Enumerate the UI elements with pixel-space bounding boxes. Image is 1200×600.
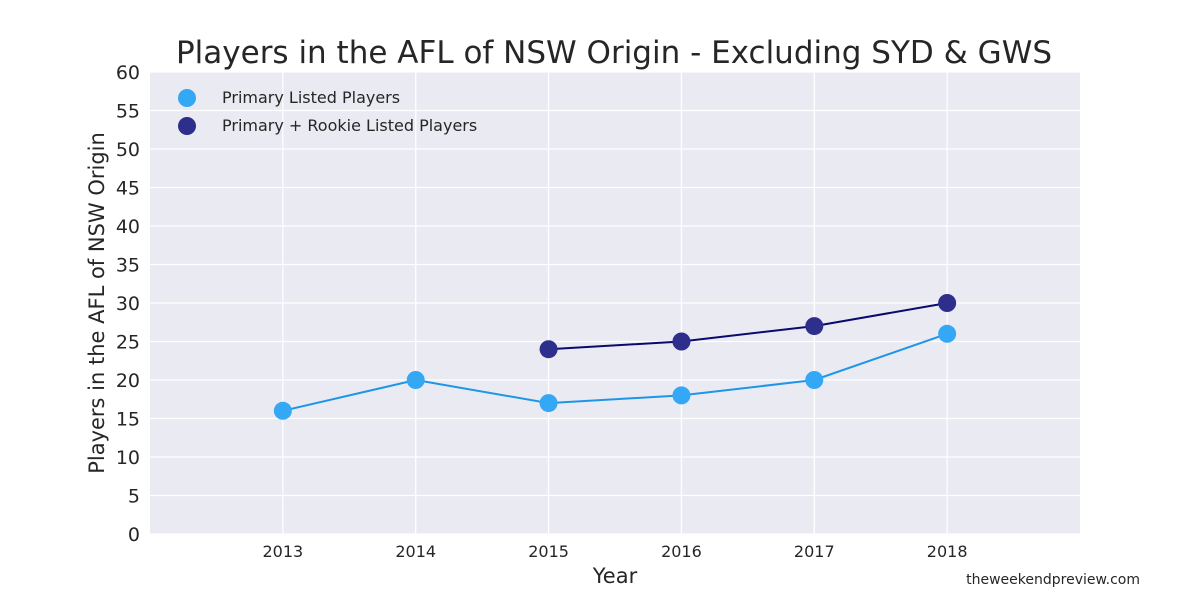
data-point xyxy=(406,371,425,389)
legend-label: Primary + Rookie Listed Players xyxy=(222,116,477,135)
legend-label: Primary Listed Players xyxy=(222,88,400,107)
x-tick-label: 2015 xyxy=(528,542,569,561)
y-tick-label: 60 xyxy=(116,62,140,84)
y-tick-label: 10 xyxy=(116,447,140,469)
y-tick-label: 30 xyxy=(116,293,140,315)
y-axis-label: Players in the AFL of NSW Origin xyxy=(85,132,109,474)
x-tick-label: 2014 xyxy=(395,542,436,561)
y-tick-label: 15 xyxy=(116,409,140,431)
y-tick-label: 20 xyxy=(116,370,140,392)
y-axis-ticks: 0 5 10 15 20 25 30 35 40 45 50 55 60 xyxy=(116,62,140,546)
y-tick-label: 50 xyxy=(116,139,140,161)
y-tick-label: 45 xyxy=(116,178,140,200)
legend-marker xyxy=(178,117,196,135)
x-tick-label: 2016 xyxy=(661,542,702,561)
data-point xyxy=(938,294,957,312)
series-2 xyxy=(539,294,957,359)
x-tick-label: 2017 xyxy=(794,542,835,561)
y-tick-label: 55 xyxy=(116,101,140,123)
y-tick-label: 5 xyxy=(128,486,140,508)
series-line xyxy=(548,302,948,351)
data-point xyxy=(539,394,558,413)
legend: Primary Listed Players Primary + Rookie L… xyxy=(178,88,477,135)
y-tick-label: 0 xyxy=(128,524,140,546)
data-point xyxy=(672,332,691,351)
data-point xyxy=(805,371,824,389)
x-axis-ticks: 2013 2014 2015 2016 2017 2018 xyxy=(262,542,967,561)
source-credit: theweekendpreview.com xyxy=(966,572,1140,588)
gridlines xyxy=(150,71,1080,535)
data-point xyxy=(273,401,292,420)
x-axis-label: Year xyxy=(592,564,638,588)
y-tick-label: 25 xyxy=(116,332,140,354)
x-tick-label: 2013 xyxy=(262,542,303,561)
x-tick-label: 2018 xyxy=(927,542,968,561)
legend-marker xyxy=(178,89,196,107)
y-tick-label: 35 xyxy=(116,255,140,277)
series-1 xyxy=(273,324,957,420)
series-layer xyxy=(273,294,957,420)
chart-title: Players in the AFL of NSW Origin - Exclu… xyxy=(176,35,1052,71)
data-point xyxy=(539,340,558,359)
data-point xyxy=(938,324,957,343)
y-tick-label: 40 xyxy=(116,216,140,238)
data-point xyxy=(672,386,691,405)
data-point xyxy=(805,317,824,336)
series-line xyxy=(282,332,948,412)
